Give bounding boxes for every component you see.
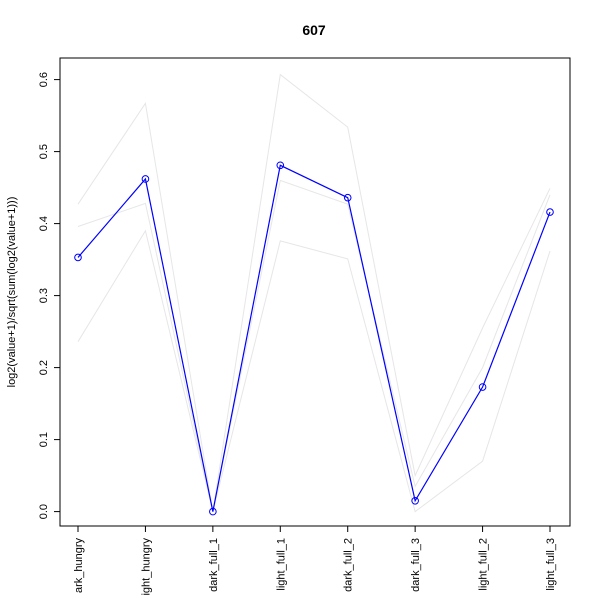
y-tick-label: 0.1 — [38, 432, 50, 447]
data-point-dark_full_2 — [343, 193, 352, 202]
y-tick-label: 0.4 — [38, 216, 50, 231]
main-series-group — [74, 161, 554, 516]
x-tick-label-dark_full_3: dark_full_3 — [410, 538, 422, 592]
grey-series-line-2 — [77, 179, 551, 512]
x-axis: ark_hungry ight_hungry dark_full_1 light_fu… — [73, 525, 557, 596]
y-tick-label: 0.3 — [38, 288, 50, 303]
x-tick-label-light_hungry: ight_hungry — [140, 538, 152, 596]
data-point-light_full_3 — [546, 208, 554, 216]
data-point-dark_full_1 — [209, 507, 217, 516]
y-tick-label: 0.5 — [38, 144, 50, 159]
grey-series-line-3 — [77, 229, 551, 513]
x-tick-label-light_full_2: light_full_2 — [478, 538, 490, 591]
grey-series-line-1 — [77, 73, 551, 512]
data-point-dark_full_3 — [411, 497, 419, 505]
y-tick-label: 0.2 — [38, 360, 50, 375]
data-point-light_full_2 — [478, 383, 487, 391]
y-axis: 0.0 0.1 0.2 0.3 0.4 0.5 0.6 — [38, 72, 61, 519]
y-tick-label: 0.0 — [38, 504, 50, 519]
y-axis-label: log2(value+1)/sqrt(sum(log2(value+1))) — [6, 197, 18, 388]
data-point-dark_hungry — [74, 253, 82, 262]
data-point-light_hungry — [141, 175, 150, 183]
x-tick-label-dark_full_1: dark_full_1 — [208, 538, 220, 592]
main-series-line — [77, 164, 551, 512]
y-tick-label: 0.6 — [38, 72, 50, 87]
x-tick-label-dark_full_2: dark_full_2 — [343, 538, 355, 592]
chart-title: 607 — [302, 22, 326, 38]
plot-box — [59, 57, 571, 527]
data-point-light_full_1 — [276, 161, 285, 170]
x-tick-label-light_full_3: light_full_3 — [545, 538, 557, 591]
x-tick-label-light_full_1: light_full_1 — [275, 538, 287, 591]
x-tick-label-dark_hungry: ark_hungry — [73, 538, 85, 594]
grey-series-group — [77, 73, 551, 513]
